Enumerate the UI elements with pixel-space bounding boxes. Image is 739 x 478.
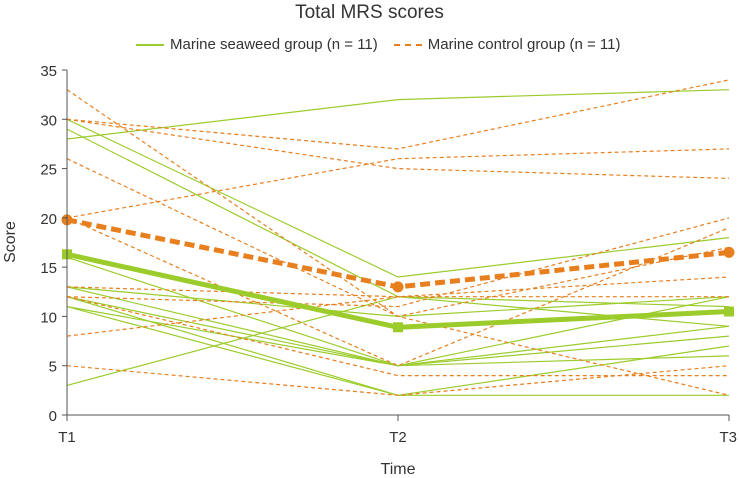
legend-swatch-control — [393, 43, 422, 46]
x-tick-label-T3: T3 — [719, 429, 737, 446]
y-tick-label-10: 10 — [40, 309, 57, 326]
individual-line-control-7 — [66, 217, 730, 308]
x-tick-label-T2: T2 — [389, 429, 407, 446]
x-axis-label: Time — [381, 461, 416, 478]
axes-layer: 0 5 10 15 20 25 30 35 T1 T2 T3 — [40, 63, 737, 446]
individual-line-seaweed-3 — [66, 128, 730, 308]
individual-line-control-8 — [66, 296, 729, 377]
series-layer — [61, 79, 735, 396]
y-tick-label-15: 15 — [40, 260, 57, 277]
y-tick-label-0: 0 — [49, 408, 57, 425]
mean-marker-seaweed-T2 — [393, 322, 403, 333]
mean-marker-control-T2 — [392, 281, 404, 293]
individual-line-control-3 — [66, 118, 730, 179]
legend-swatch-seaweed — [136, 43, 164, 46]
individual-line-seaweed-1 — [66, 118, 730, 278]
individual-line-control-9 — [66, 276, 730, 337]
legend-item-seaweed: Marine seaweed group (n = 11) — [136, 36, 378, 53]
chart-title: Total MRS scores — [295, 2, 444, 23]
y-tick-label-35: 35 — [40, 63, 57, 80]
individual-line-seaweed-10 — [66, 296, 729, 396]
individual-line-control-11 — [66, 286, 729, 298]
legend: Marine seaweed group (n = 11) Marine con… — [136, 36, 637, 53]
individual-line-control-4 — [66, 158, 730, 396]
y-axis-label: Score — [2, 221, 19, 263]
individual-line-control-2 — [66, 79, 730, 150]
legend-item-control: Marine control group (n = 11) — [393, 36, 621, 53]
mean-marker-seaweed-T3 — [724, 306, 734, 317]
y-tick-label-25: 25 — [40, 162, 57, 179]
legend-label-seaweed: Marine seaweed group (n = 11) — [170, 36, 378, 53]
individual-line-seaweed-2 — [66, 89, 730, 140]
y-tick-label-5: 5 — [49, 359, 57, 376]
mean-marker-control-T3 — [723, 246, 735, 258]
individual-line-control-5 — [66, 148, 730, 219]
legend-label-control: Marine control group (n = 11) — [427, 36, 621, 53]
individual-line-control-10 — [66, 365, 730, 396]
individual-line-control-6 — [66, 217, 730, 367]
x-tick-label-T1: T1 — [58, 429, 76, 446]
y-tick-label-30: 30 — [40, 112, 57, 129]
y-tick-label-20: 20 — [40, 211, 57, 228]
individual-line-seaweed-11 — [66, 256, 730, 367]
